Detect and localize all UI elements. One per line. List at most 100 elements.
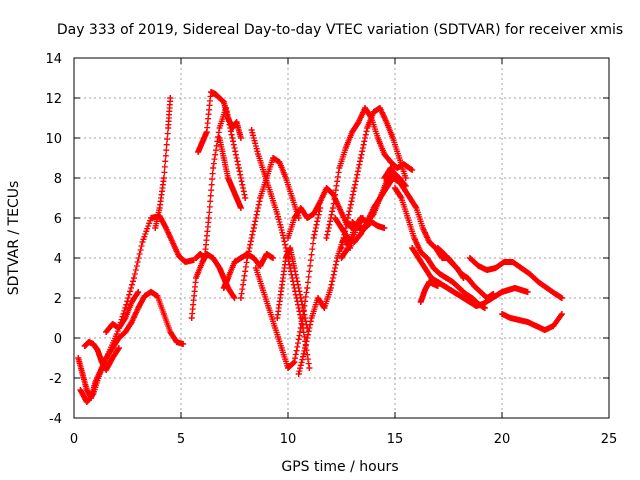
data-point [456, 285, 463, 291]
data-point [364, 125, 371, 131]
data-point [212, 91, 219, 97]
y-tick-label: -2 [49, 372, 62, 387]
data-point [98, 359, 105, 365]
y-tick-label: 8 [54, 172, 62, 187]
data-point [338, 255, 345, 261]
data-point [499, 311, 505, 317]
data-point [533, 323, 540, 329]
data-point [276, 159, 283, 165]
data-point [135, 305, 142, 311]
data-point [306, 365, 313, 371]
data-point [321, 305, 328, 311]
data-point [552, 291, 559, 297]
y-tick-label: 4 [54, 252, 62, 267]
data-point [233, 119, 240, 125]
data-point [310, 235, 317, 241]
x-tick-label: 0 [70, 432, 78, 447]
data-point [255, 151, 262, 157]
data-point [355, 225, 362, 231]
data-point [484, 267, 491, 273]
y-tick-label: 0 [54, 332, 62, 347]
data-point [323, 185, 330, 191]
data-point [79, 371, 86, 377]
data-point [90, 341, 97, 347]
data-point [417, 249, 424, 255]
data-point [135, 289, 142, 295]
data-point [139, 239, 146, 245]
series-trace-20 [338, 175, 403, 261]
data-point [205, 215, 212, 221]
data-point [248, 127, 255, 133]
data-point [130, 275, 137, 281]
data-point [122, 305, 129, 311]
plot-frame [73, 57, 610, 419]
data-point [394, 175, 401, 181]
data-point [229, 135, 236, 141]
data-point [447, 287, 454, 293]
data-point [297, 295, 304, 301]
data-point [351, 239, 358, 245]
data-point [192, 275, 199, 281]
data-point [259, 285, 266, 291]
data-point [389, 135, 396, 141]
data-point [297, 325, 304, 331]
data-point [103, 329, 110, 335]
series-trace-5 [152, 95, 174, 231]
data-point [434, 245, 441, 251]
data-point [274, 211, 281, 217]
data-point [285, 365, 291, 371]
data-point [270, 155, 277, 161]
data-point [383, 185, 390, 191]
data-point [195, 149, 202, 155]
data-point [90, 391, 97, 397]
data-point [263, 251, 270, 257]
series-trace-22 [381, 165, 497, 301]
data-point [355, 119, 362, 125]
data-point [156, 205, 163, 211]
data-point [81, 343, 88, 349]
data-point [518, 265, 525, 271]
data-point [109, 321, 116, 327]
data-point [235, 165, 242, 171]
data-point [103, 355, 110, 361]
data-point [447, 259, 454, 265]
data-point [192, 255, 199, 261]
data-point [216, 125, 223, 131]
data-point [415, 255, 422, 261]
x-axis-label: GPS time / hours [281, 459, 398, 475]
data-point [357, 215, 364, 221]
data-point [398, 195, 405, 201]
x-tick-label: 5 [177, 432, 185, 447]
data-point [400, 185, 407, 191]
data-point [167, 95, 174, 101]
data-point [421, 287, 428, 293]
data-point [462, 291, 469, 297]
data-point [207, 89, 214, 95]
data-point [272, 325, 279, 331]
data-point [392, 185, 398, 191]
series-trace-9 [216, 135, 244, 211]
data-point [165, 125, 172, 131]
data-point [550, 323, 557, 329]
data-point [396, 155, 403, 161]
data-point [103, 367, 110, 373]
data-point [362, 105, 369, 111]
data-point [122, 315, 129, 321]
data-point [148, 215, 155, 221]
data-point [310, 211, 317, 217]
data-point [289, 195, 296, 201]
data-point [75, 355, 82, 361]
series-trace-24 [409, 245, 531, 309]
data-point [115, 325, 122, 331]
data-point [122, 329, 129, 335]
data-point [94, 347, 101, 353]
data-point [242, 195, 249, 201]
data-point [285, 235, 291, 241]
data-point [225, 275, 232, 281]
data-point [426, 279, 433, 285]
data-point [357, 155, 364, 161]
data-point [507, 315, 514, 321]
data-point [524, 319, 531, 325]
data-point [203, 129, 210, 135]
series-trace-27 [434, 245, 467, 281]
